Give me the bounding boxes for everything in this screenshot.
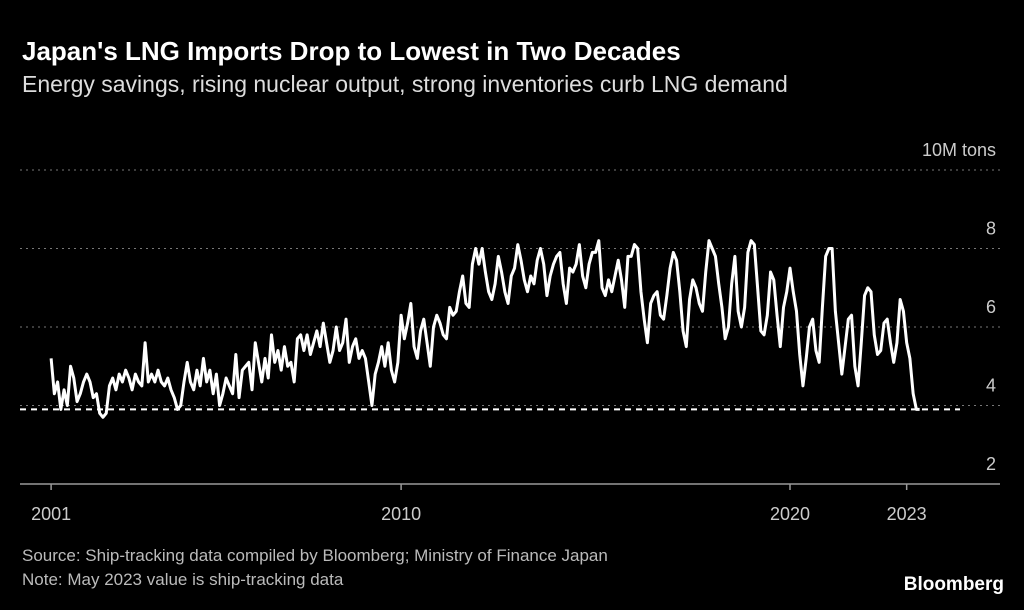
chart-subtitle: Energy savings, rising nuclear output, s… bbox=[22, 71, 788, 97]
y-tick-label: 2 bbox=[986, 454, 996, 474]
x-tick-label: 2001 bbox=[31, 504, 71, 524]
brand: Bloomberg bbox=[904, 574, 1004, 595]
y-tick-label: 6 bbox=[986, 297, 996, 317]
y-tick-label: 8 bbox=[986, 219, 996, 239]
x-tick-label: 2010 bbox=[381, 504, 421, 524]
chart-title: Japan's LNG Imports Drop to Lowest in Tw… bbox=[22, 36, 681, 66]
data-line bbox=[49, 239, 920, 419]
note: Note: May 2023 value is ship-tracking da… bbox=[22, 570, 344, 589]
x-tick-label: 2023 bbox=[887, 504, 927, 524]
source: Source: Ship-tracking data compiled by B… bbox=[22, 546, 608, 565]
x-tick-label: 2020 bbox=[770, 504, 810, 524]
y-tick-label: 4 bbox=[986, 376, 996, 396]
y-tick-label: 10M tons bbox=[922, 140, 996, 160]
